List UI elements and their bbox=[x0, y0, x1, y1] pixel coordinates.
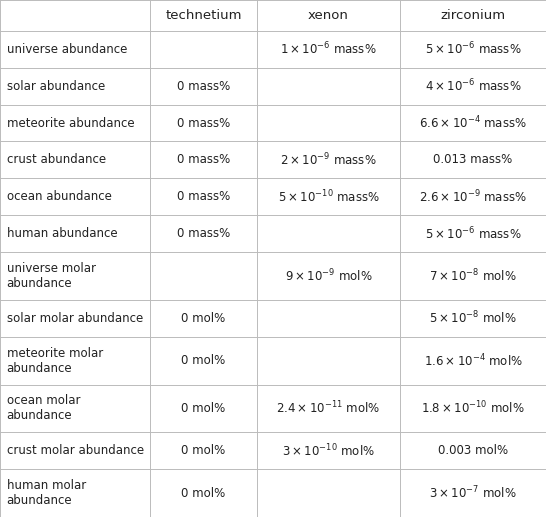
Text: 0.013 mass%: 0.013 mass% bbox=[434, 154, 513, 166]
Text: zirconium: zirconium bbox=[441, 9, 506, 22]
Text: $4\times10^{-6}$ mass%: $4\times10^{-6}$ mass% bbox=[425, 78, 521, 95]
Text: solar molar abundance: solar molar abundance bbox=[7, 312, 143, 325]
Text: technetium: technetium bbox=[165, 9, 242, 22]
Text: 0 mol%: 0 mol% bbox=[181, 402, 225, 415]
Text: universe molar
abundance: universe molar abundance bbox=[7, 262, 96, 290]
Text: ocean abundance: ocean abundance bbox=[7, 190, 111, 203]
Text: 0 mass%: 0 mass% bbox=[177, 227, 230, 240]
Text: $1\times10^{-6}$ mass%: $1\times10^{-6}$ mass% bbox=[280, 41, 377, 57]
Text: 0 mol%: 0 mol% bbox=[181, 354, 225, 367]
Text: xenon: xenon bbox=[308, 9, 349, 22]
Text: meteorite molar
abundance: meteorite molar abundance bbox=[7, 347, 103, 375]
Text: $1.8\times10^{-10}$ mol%: $1.8\times10^{-10}$ mol% bbox=[422, 400, 525, 417]
Text: 0 mol%: 0 mol% bbox=[181, 444, 225, 457]
Text: 0 mass%: 0 mass% bbox=[177, 190, 230, 203]
Text: 0 mass%: 0 mass% bbox=[177, 154, 230, 166]
Text: $5\times10^{-6}$ mass%: $5\times10^{-6}$ mass% bbox=[425, 225, 521, 242]
Text: human abundance: human abundance bbox=[7, 227, 117, 240]
Text: $5\times10^{-6}$ mass%: $5\times10^{-6}$ mass% bbox=[425, 41, 521, 57]
Text: $2\times10^{-9}$ mass%: $2\times10^{-9}$ mass% bbox=[280, 151, 377, 168]
Text: 0 mass%: 0 mass% bbox=[177, 116, 230, 130]
Text: $2.4\times10^{-11}$ mol%: $2.4\times10^{-11}$ mol% bbox=[276, 400, 381, 417]
Text: $5\times10^{-8}$ mol%: $5\times10^{-8}$ mol% bbox=[429, 310, 517, 327]
Text: 0.003 mol%: 0.003 mol% bbox=[438, 444, 508, 457]
Text: $7\times10^{-8}$ mol%: $7\times10^{-8}$ mol% bbox=[429, 268, 517, 284]
Text: 0 mol%: 0 mol% bbox=[181, 486, 225, 499]
Text: $9\times10^{-9}$ mol%: $9\times10^{-9}$ mol% bbox=[284, 268, 372, 284]
Text: ocean molar
abundance: ocean molar abundance bbox=[7, 394, 80, 422]
Text: crust abundance: crust abundance bbox=[7, 154, 106, 166]
Text: universe abundance: universe abundance bbox=[7, 43, 127, 56]
Text: solar abundance: solar abundance bbox=[7, 80, 105, 93]
Text: $2.6\times10^{-9}$ mass%: $2.6\times10^{-9}$ mass% bbox=[419, 189, 527, 205]
Text: $6.6\times10^{-4}$ mass%: $6.6\times10^{-4}$ mass% bbox=[419, 115, 527, 131]
Text: $3\times10^{-10}$ mol%: $3\times10^{-10}$ mol% bbox=[282, 443, 375, 459]
Text: 0 mol%: 0 mol% bbox=[181, 312, 225, 325]
Text: human molar
abundance: human molar abundance bbox=[7, 479, 86, 507]
Text: 0 mass%: 0 mass% bbox=[177, 80, 230, 93]
Text: $1.6\times10^{-4}$ mol%: $1.6\times10^{-4}$ mol% bbox=[424, 353, 523, 369]
Text: meteorite abundance: meteorite abundance bbox=[7, 116, 134, 130]
Text: $3\times10^{-7}$ mol%: $3\times10^{-7}$ mol% bbox=[429, 485, 517, 501]
Text: crust molar abundance: crust molar abundance bbox=[7, 444, 144, 457]
Text: $5\times10^{-10}$ mass%: $5\times10^{-10}$ mass% bbox=[277, 189, 379, 205]
